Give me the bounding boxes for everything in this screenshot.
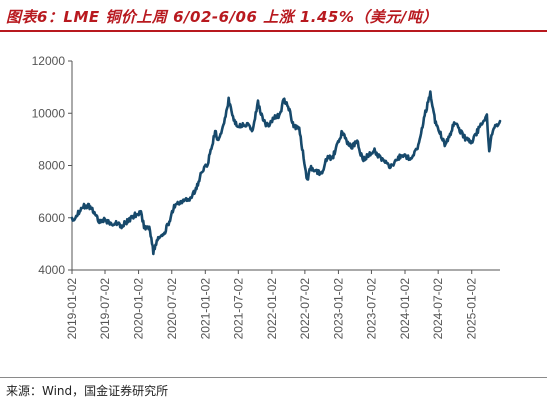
- source-note: 来源：Wind，国金证券研究所: [6, 384, 169, 398]
- chart-axes: 4000 6000 8000 10000 12000 2019-01-02 2019-07-…: [32, 54, 500, 339]
- x-tick-label: 2022-07-02: [298, 278, 312, 340]
- x-tick-label: 2021-01-02: [198, 278, 212, 340]
- y-tick-label: 10000: [32, 106, 66, 120]
- x-tick-label: 2023-01-02: [331, 278, 345, 340]
- x-tick-label: 2023-07-02: [364, 278, 378, 340]
- x-tick-label: 2024-01-02: [398, 278, 412, 340]
- plot-area: [70, 90, 502, 256]
- source-divider: [0, 377, 547, 378]
- x-tick-label: 2025-01-02: [465, 278, 479, 340]
- x-tick-label: 2020-07-02: [165, 278, 179, 340]
- y-tick-label: 6000: [38, 211, 65, 225]
- y-tick-label: 8000: [38, 159, 65, 173]
- y-tick-label: 4000: [38, 263, 65, 277]
- x-tick-label: 2019-01-02: [65, 278, 79, 340]
- price-series-line: [70, 90, 502, 256]
- x-tick-label: 2022-01-02: [265, 278, 279, 340]
- title-divider: [0, 30, 547, 32]
- y-tick-label: 12000: [32, 54, 66, 68]
- x-tick-label: 2024-07-02: [431, 278, 445, 340]
- x-tick-label: 2020-01-02: [132, 278, 146, 340]
- chart-title: 图表6：LME 铜价上周 6/02-6/06 上涨 1.45%（美元/吨）: [6, 8, 438, 26]
- x-tick-label: 2021-07-02: [231, 278, 245, 340]
- x-tick-label: 2019-07-02: [98, 278, 112, 340]
